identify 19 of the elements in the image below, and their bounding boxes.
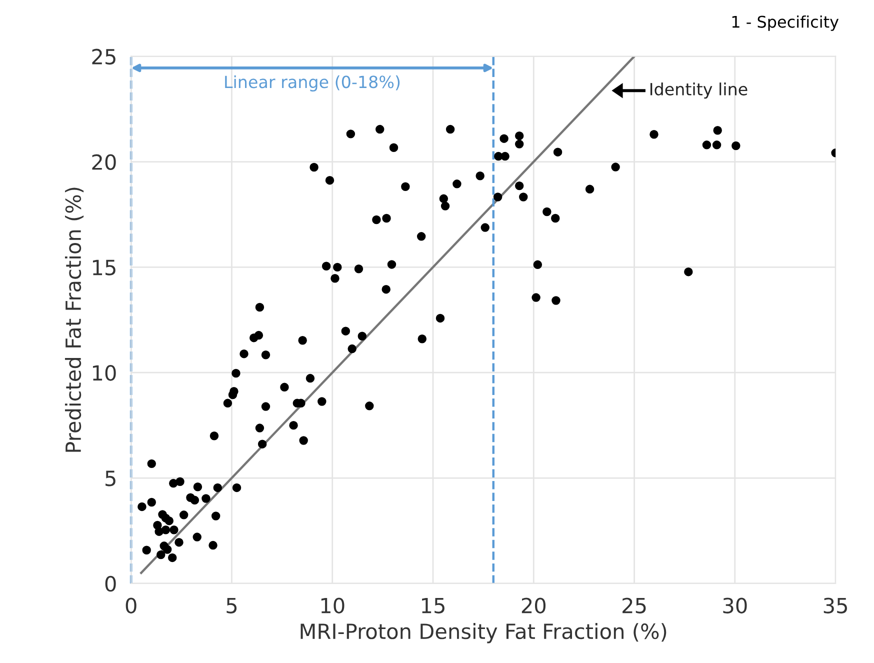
text: 1 - Specificity <box>732 15 839 31</box>
x-tick-label: 10 <box>321 598 344 614</box>
x-tick-label: 20 <box>522 598 546 614</box>
x-tick-label: 30 <box>723 598 747 614</box>
y-tick-label: 25 <box>92 48 116 65</box>
y-tick-label: 0 <box>105 576 116 592</box>
y-tick-label: 10 <box>92 365 116 381</box>
annotation: Identity line <box>650 82 748 99</box>
x-tick-label: 5 <box>226 598 237 614</box>
y-tick-label: 15 <box>92 260 116 276</box>
y-axis-title: Predicted Fat Fraction (%) <box>64 188 84 452</box>
x-tick-label: 0 <box>126 598 136 614</box>
y-tick-label: 20 <box>92 154 116 170</box>
y-tick-label: 5 <box>106 470 116 486</box>
x-tick-label: 25 <box>622 598 646 614</box>
x-tick-label: 15 <box>422 598 444 614</box>
annotation: Linear range (0-18%) <box>225 75 400 92</box>
x-tick-label: 35 <box>824 598 847 614</box>
x-axis-title: MRI-Proton Density Fat Fraction (%) <box>300 623 666 644</box>
